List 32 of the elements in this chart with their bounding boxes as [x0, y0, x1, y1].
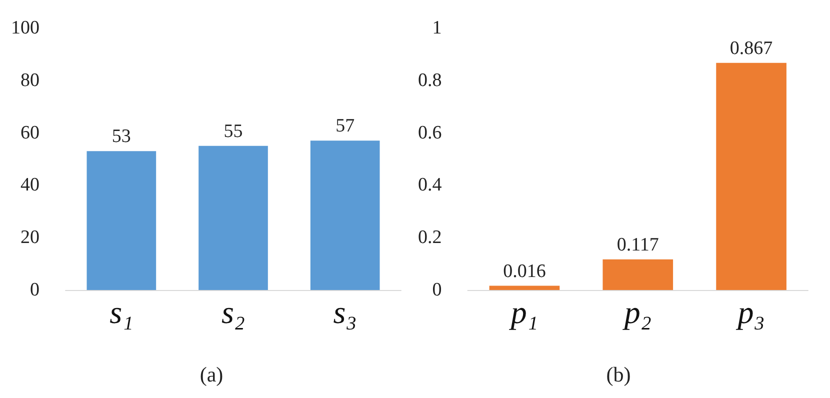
y-tick-label: 0.8	[418, 70, 442, 91]
bar	[716, 62, 786, 290]
y-tick-label: 0	[30, 280, 40, 300]
bar	[489, 286, 560, 290]
y-tick-label: 0.6	[418, 122, 442, 144]
bar	[198, 146, 268, 290]
y-tick-label: 0	[432, 280, 442, 300]
x-tick-label: s₂	[221, 294, 246, 330]
x-tick-label: s₃	[333, 294, 357, 330]
y-tick-label: 80	[20, 70, 40, 91]
y-tick-label: 20	[20, 227, 40, 248]
y-tick-label: 100	[11, 18, 40, 38]
y-tick-label: 0.4	[418, 174, 442, 196]
data-label: 0.016	[503, 260, 546, 282]
data-label: 53	[112, 126, 131, 148]
y-tick-label: 60	[20, 122, 40, 144]
x-tick-label: p₂	[622, 294, 652, 330]
x-axis-title: (a)	[200, 362, 224, 386]
bar	[86, 151, 156, 290]
data-label: 55	[224, 120, 243, 142]
x-axis-title: (b)	[606, 362, 631, 386]
data-label: 57	[336, 116, 355, 137]
x-tick-label: p₃	[736, 294, 765, 330]
y-tick-label: 0.2	[418, 227, 442, 248]
y-tick-label: 1	[432, 18, 442, 38]
data-label: 0.117	[616, 234, 659, 256]
x-tick-label: p₁	[508, 294, 538, 330]
data-label: 0.867	[730, 38, 773, 59]
bar	[310, 140, 380, 290]
y-tick-label: 40	[20, 174, 40, 196]
x-tick-label: s₁	[110, 294, 134, 330]
bar	[602, 259, 674, 290]
